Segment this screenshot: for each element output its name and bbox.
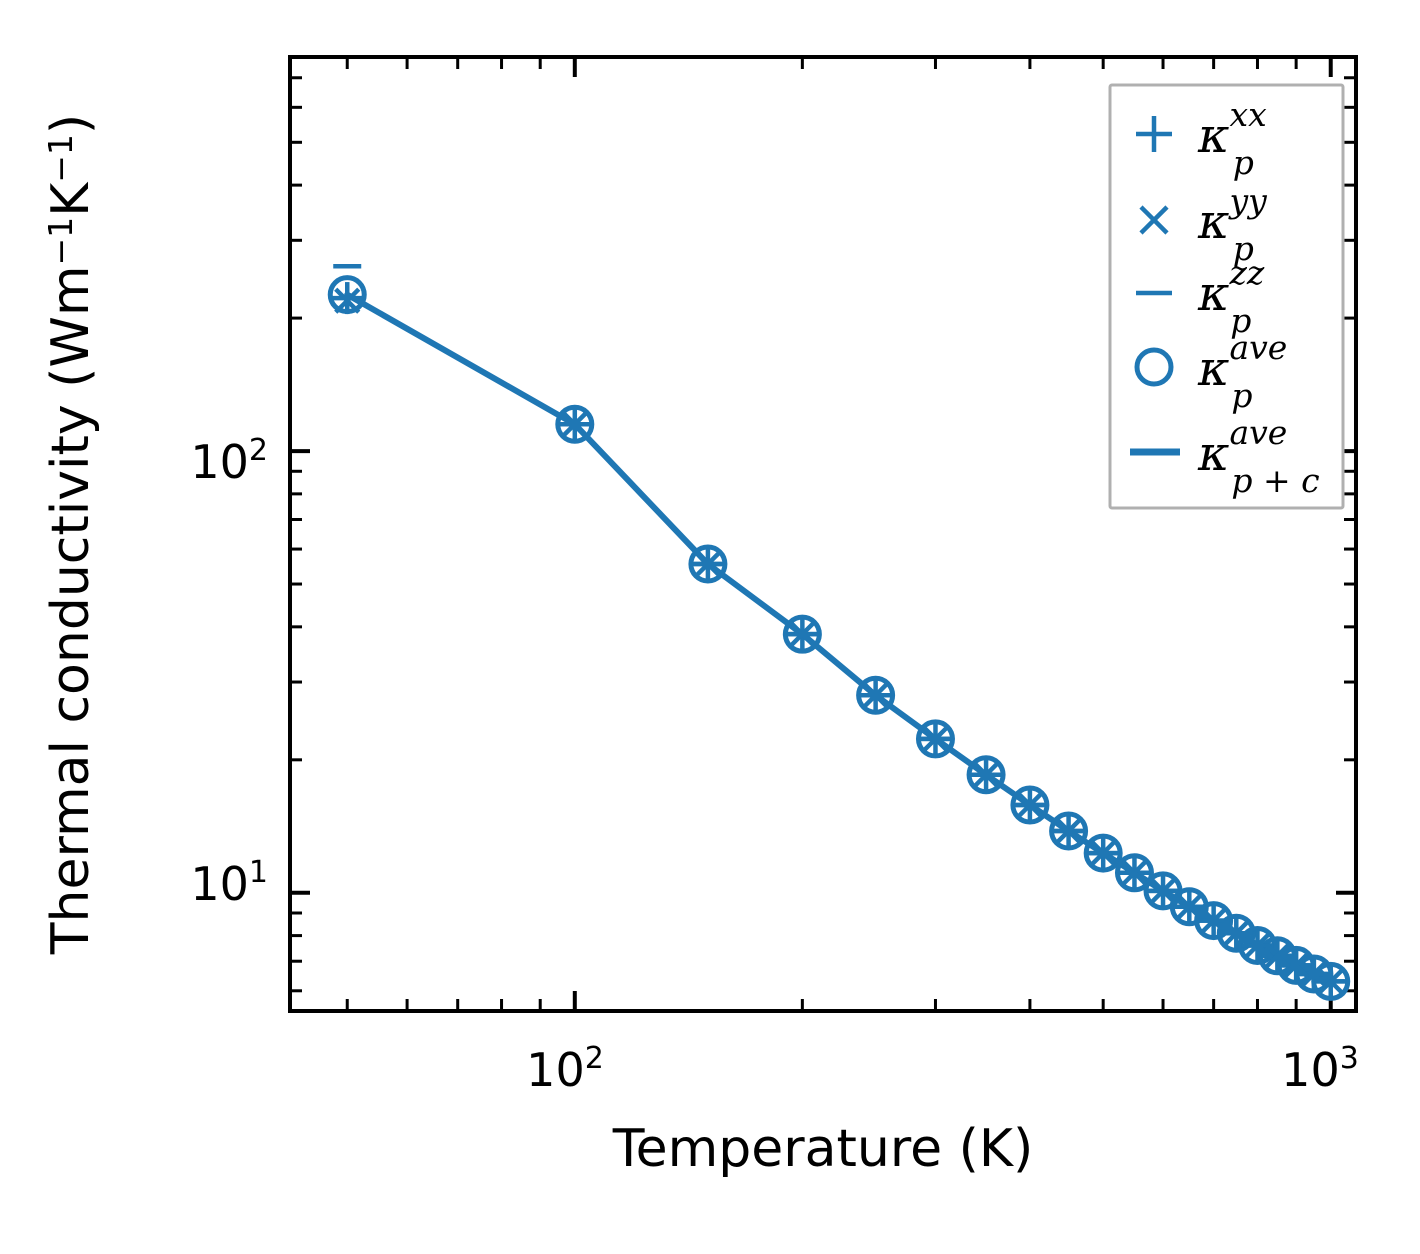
marker-circle bbox=[915, 719, 955, 759]
marker-circle bbox=[1083, 833, 1123, 873]
markers-kappa-p-yy bbox=[334, 287, 1344, 995]
marker-cross bbox=[1264, 942, 1291, 969]
legend-entry-kappa-p-plus-c-ave[interactable]: κave p + c bbox=[1130, 413, 1320, 500]
legend-entry-kappa-p-yy[interactable]: κyy p bbox=[1139, 181, 1267, 268]
marker-circle bbox=[1010, 785, 1050, 825]
marker-circle bbox=[1216, 913, 1256, 953]
cross-icon bbox=[1139, 205, 1169, 235]
x-axis-label: Temperature (K) bbox=[612, 1119, 1034, 1179]
marker-cross bbox=[1300, 960, 1328, 988]
marker-cross bbox=[694, 550, 722, 578]
y-tick-label-100: 102 bbox=[190, 433, 268, 489]
marker-cross bbox=[1176, 893, 1203, 920]
marker-cross bbox=[1283, 952, 1310, 979]
marker-circle bbox=[688, 544, 728, 584]
marker-circle bbox=[1049, 811, 1089, 851]
marker-circle bbox=[782, 614, 822, 654]
marker-cross bbox=[1149, 877, 1177, 904]
marker-cross bbox=[1244, 932, 1271, 959]
y-tick-label-10: 101 bbox=[190, 855, 268, 911]
marker-cross bbox=[1317, 968, 1344, 995]
legend-entry-kappa-p-zz[interactable]: κzz p bbox=[1136, 253, 1265, 340]
marker-cross bbox=[561, 411, 588, 438]
marker-cross bbox=[334, 287, 361, 314]
marker-cross bbox=[1090, 839, 1117, 867]
marker-cross bbox=[1016, 791, 1044, 819]
marker-cross bbox=[789, 621, 816, 648]
circle-icon bbox=[1134, 347, 1174, 387]
legend-label-kappa-p-yy: κyy p bbox=[1197, 181, 1267, 268]
x-axis-ticks bbox=[345, 57, 1333, 1011]
legend-label-kappa-p-zz: κzz p bbox=[1197, 253, 1265, 340]
x-tick-label-1000: 103 bbox=[1281, 1041, 1359, 1097]
marker-circle bbox=[1194, 901, 1234, 941]
legend[interactable]: κxx p κyy p κzz p bbox=[1108, 83, 1345, 510]
marker-cross bbox=[1200, 907, 1227, 934]
marker-circle bbox=[856, 675, 896, 715]
marker-circle bbox=[1237, 925, 1277, 965]
plus-icon bbox=[1136, 116, 1172, 152]
marker-circle bbox=[1114, 853, 1154, 893]
marker-cross bbox=[1223, 920, 1250, 947]
axis-spines bbox=[288, 55, 1358, 1013]
marker-cross bbox=[922, 725, 949, 753]
legend-label-kappa-p-xx: κxx p bbox=[1197, 95, 1267, 182]
marker-cross bbox=[862, 682, 889, 709]
legend-label-kappa-p-plus-c-ave: κave p + c bbox=[1197, 413, 1320, 500]
legend-entry-kappa-p-xx[interactable]: κxx p bbox=[1136, 95, 1267, 182]
marker-cross bbox=[1055, 817, 1082, 845]
marker-circle bbox=[966, 755, 1006, 795]
data-series-group bbox=[327, 264, 1351, 1001]
marker-cross bbox=[1121, 859, 1148, 886]
y-axis-label: Thermal conductivity (Wm−1K−1) bbox=[41, 114, 101, 955]
marker-cross bbox=[972, 761, 1000, 788]
legend-entry-kappa-p-ave[interactable]: κave p bbox=[1134, 328, 1287, 415]
x-tick-label-100: 102 bbox=[526, 1041, 604, 1097]
legend-background bbox=[1108, 83, 1345, 510]
marker-circle bbox=[555, 404, 595, 444]
legend-label-kappa-p-ave: κave p bbox=[1197, 328, 1287, 415]
